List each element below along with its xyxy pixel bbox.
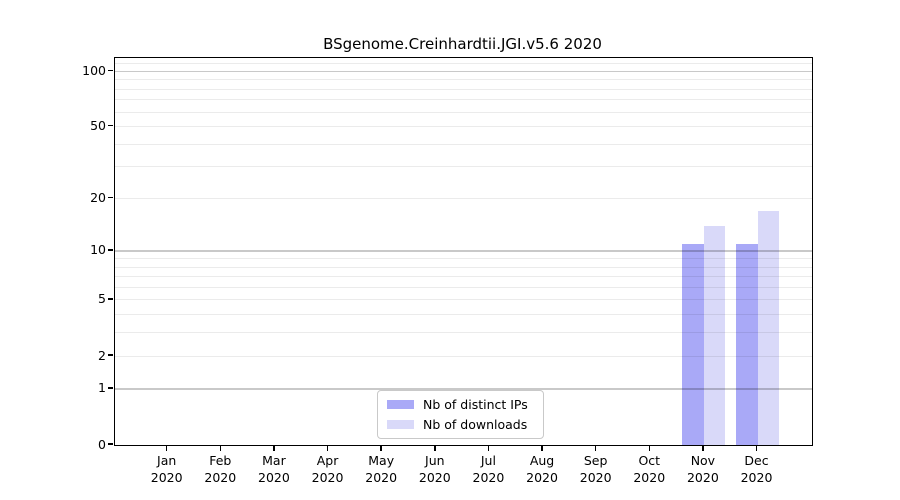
x-tick-label-jul: Jul 2020 (472, 453, 505, 485)
y-tick-label-10: 10 (90, 242, 106, 258)
chart-title: BSgenome.Creinhardtii.JGI.v5.6 2020 (323, 35, 602, 53)
legend-swatch-distinct-ips (387, 400, 414, 409)
y-tick-50 (108, 124, 113, 127)
x-tick-label-apr: Apr 2020 (311, 453, 344, 485)
y-tick-100 (108, 69, 113, 72)
legend-entry-distinct-ips: Nb of distinct IPs (387, 396, 534, 413)
x-tick-label-mar: Mar 2020 (258, 453, 290, 485)
x-tick-apr (326, 445, 329, 451)
y-tick-label-1: 1 (98, 380, 106, 396)
x-tick-label-oct: Oct 2020 (633, 453, 666, 485)
legend: Nb of distinct IPs Nb of downloads (377, 390, 544, 439)
y-tick-label-50: 50 (90, 118, 106, 134)
y-tick-20 (108, 196, 113, 199)
x-tick-sep (594, 445, 597, 451)
x-tick-label-feb: Feb 2020 (204, 453, 237, 485)
legend-swatch-downloads (387, 420, 414, 429)
x-tick-feb (219, 445, 222, 451)
x-tick-label-sep: Sep 2020 (579, 453, 612, 485)
y-tick-10 (108, 249, 113, 251)
bar-nov-distinct-ips (682, 243, 704, 445)
x-tick-label-dec: Dec 2020 (740, 453, 773, 485)
x-tick-dec (755, 445, 758, 451)
x-tick-jan (165, 445, 168, 451)
y-tick-5 (108, 298, 113, 300)
plot-area (114, 57, 813, 446)
y-tick-label-20: 20 (90, 189, 106, 205)
y-tick-1 (108, 387, 113, 389)
x-tick-label-jun: Jun 2020 (418, 453, 451, 485)
bars-layer (115, 58, 812, 445)
bar-nov-downloads (703, 225, 726, 445)
x-tick-label-jan: Jan 2020 (150, 453, 183, 485)
bar-dec-downloads (757, 210, 780, 445)
y-tick-2 (108, 354, 113, 356)
x-tick-mar (273, 445, 275, 451)
x-tick-nov (702, 445, 704, 451)
x-tick-label-may: May 2020 (365, 453, 398, 485)
y-tick-label-5: 5 (98, 291, 106, 307)
y-tick-label-2: 2 (98, 347, 106, 363)
legend-entry-downloads: Nb of downloads (387, 416, 534, 433)
x-tick-jun (434, 445, 436, 451)
x-tick-oct (648, 445, 651, 451)
legend-label-downloads: Nb of downloads (423, 417, 528, 432)
x-tick-label-aug: Aug 2020 (526, 453, 558, 485)
y-tick-0 (108, 443, 113, 445)
y-tick-label-0: 0 (98, 436, 106, 452)
x-tick-label-nov: Nov 2020 (686, 453, 719, 485)
x-tick-may (380, 445, 382, 451)
y-tick-label-100: 100 (82, 62, 106, 78)
bar-dec-distinct-ips (736, 243, 758, 445)
legend-label-distinct-ips: Nb of distinct IPs (423, 397, 528, 412)
x-tick-jul (487, 445, 490, 451)
x-tick-aug (541, 445, 543, 451)
